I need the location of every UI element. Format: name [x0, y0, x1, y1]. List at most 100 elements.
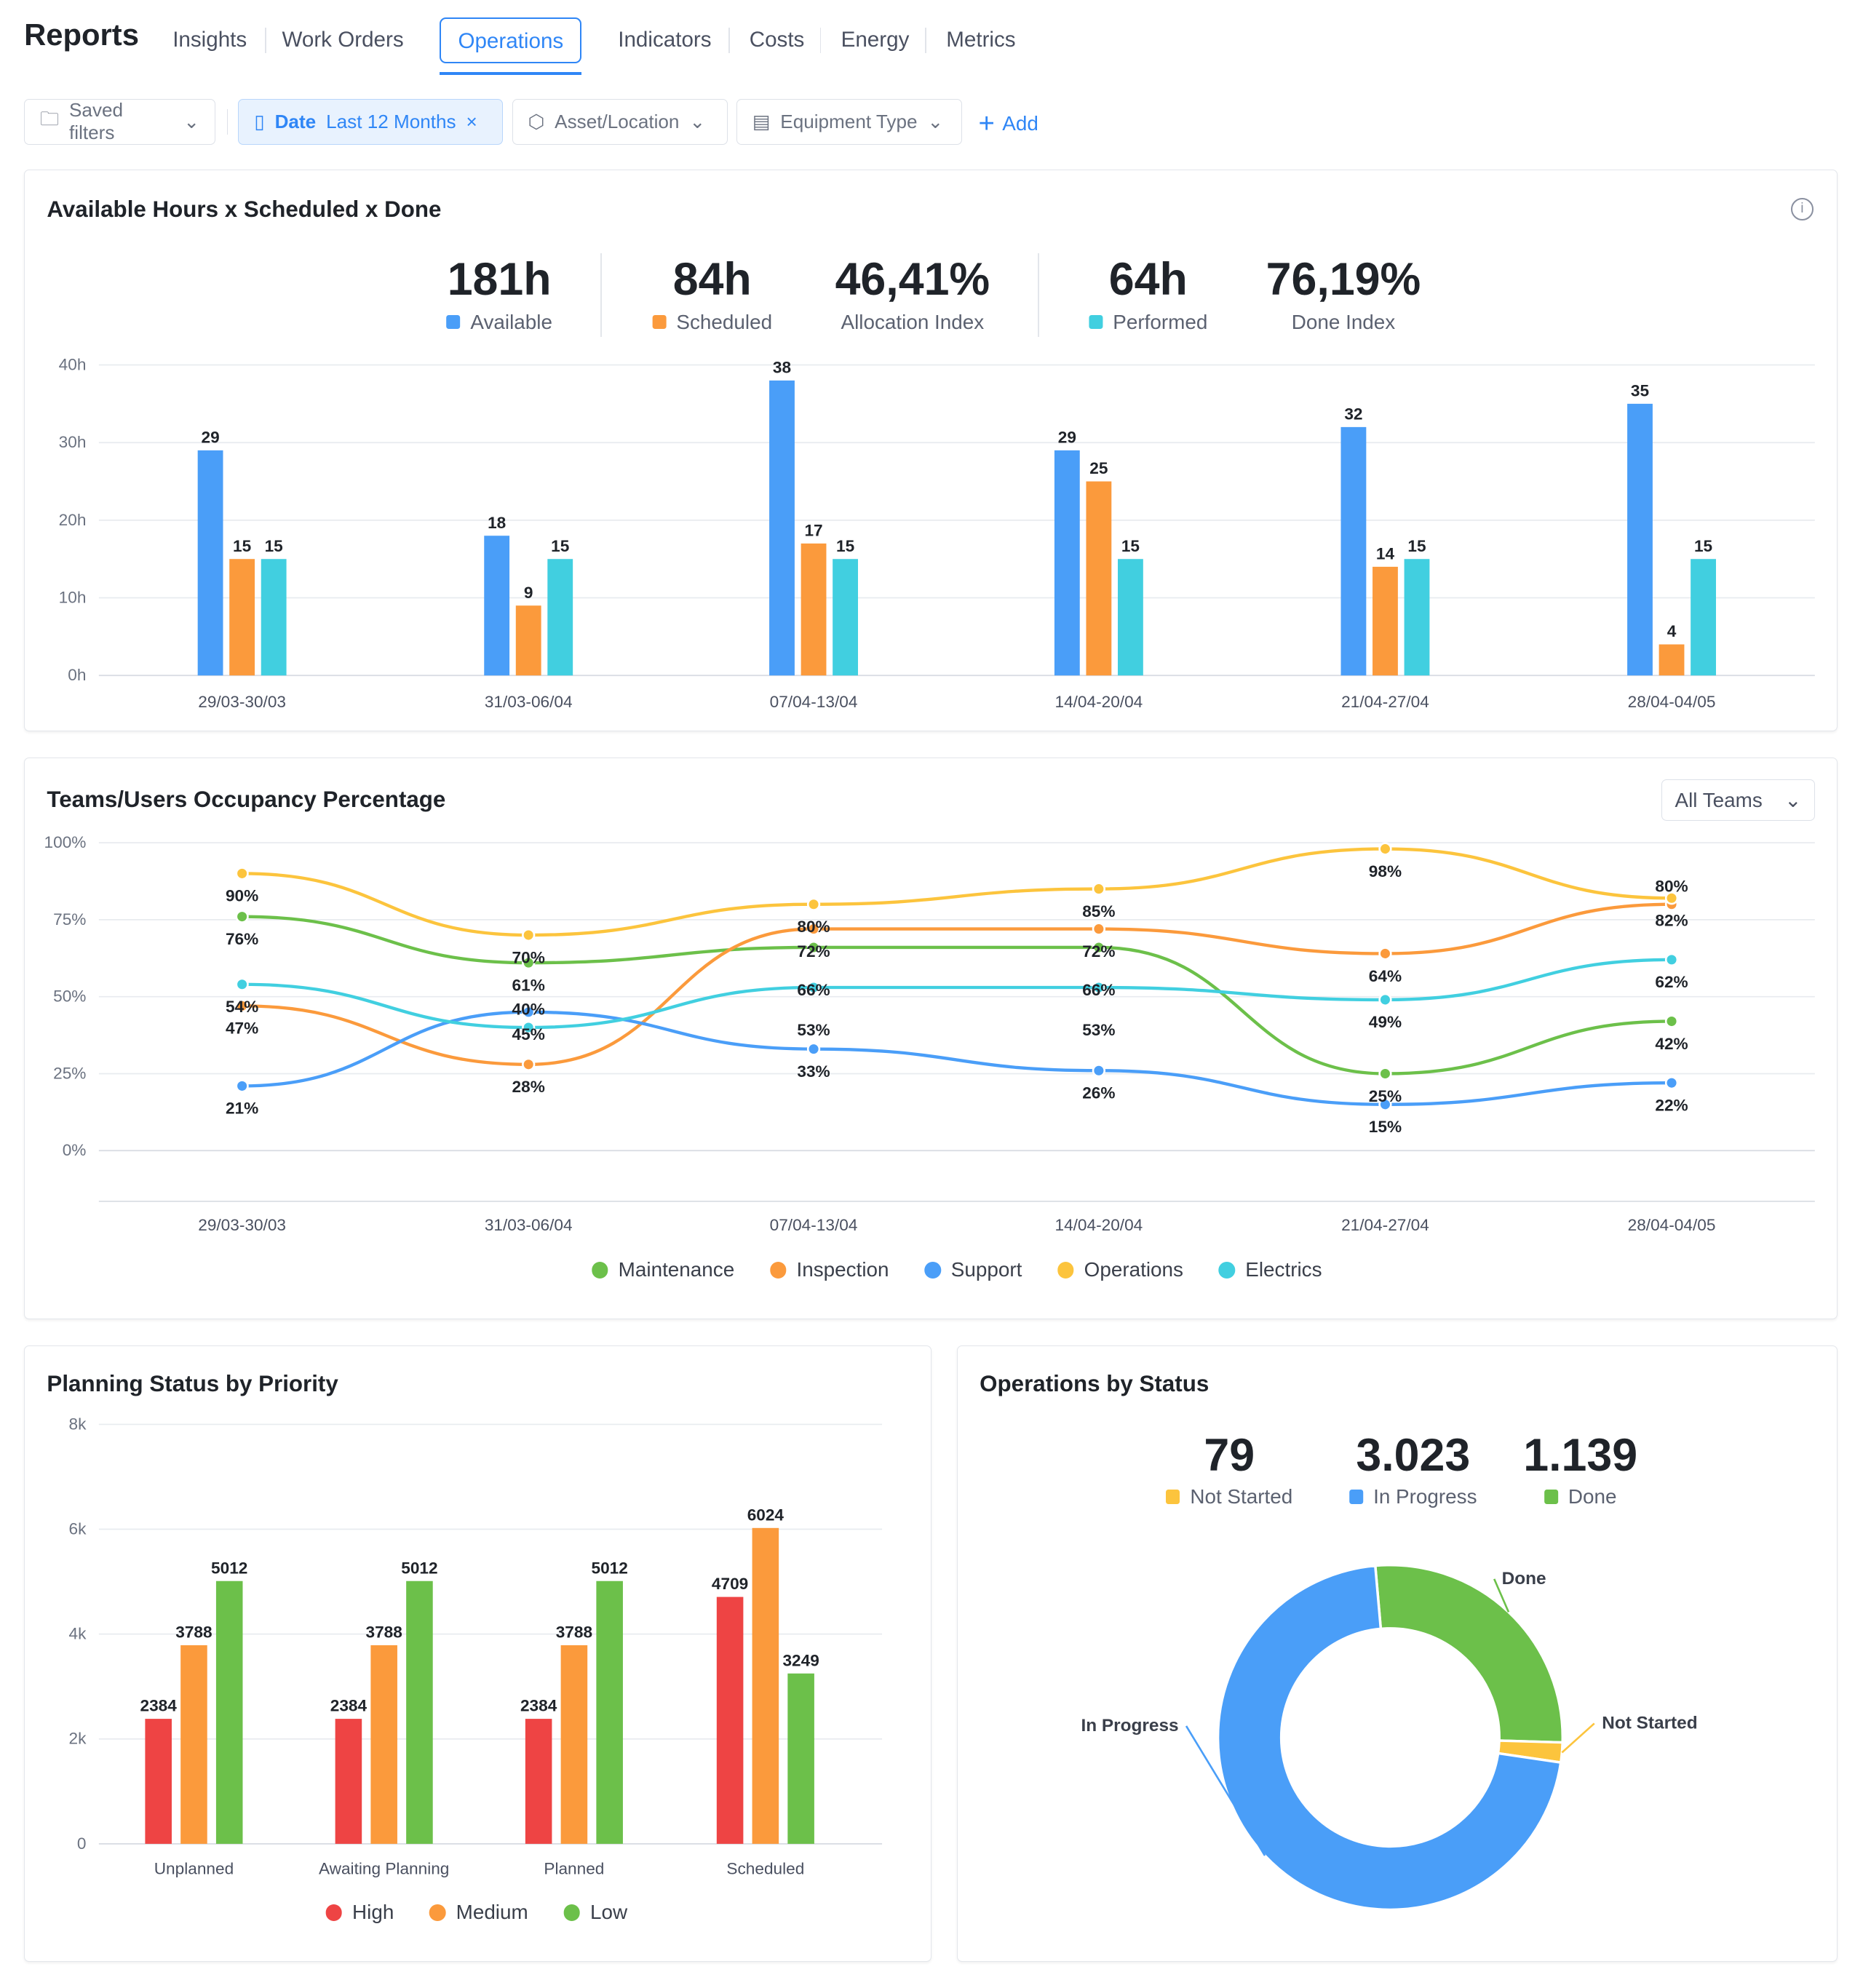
bar-scheduled[interactable] — [515, 605, 541, 676]
tab-costs[interactable]: Costs — [749, 28, 805, 52]
legend-item-support[interactable]: Support — [924, 1258, 1022, 1281]
point-electrics[interactable] — [235, 977, 249, 991]
bar-performed[interactable] — [547, 559, 573, 676]
point-inspection[interactable] — [1092, 922, 1106, 936]
asset-location-dropdown[interactable]: ⬡ Asset/Location ⌄ — [512, 98, 728, 145]
point-inspection[interactable] — [522, 1057, 536, 1071]
tab-insights[interactable]: Insights — [172, 28, 247, 52]
point-electrics[interactable] — [806, 980, 821, 995]
legend-item-electrics[interactable]: Electrics — [1218, 1258, 1322, 1281]
bar-scheduled[interactable] — [1659, 644, 1685, 676]
point-electrics[interactable] — [1092, 980, 1106, 995]
legend-dot-icon — [592, 1261, 608, 1279]
legend-label: Inspection — [796, 1258, 889, 1281]
bar-available[interactable] — [1340, 426, 1367, 676]
date-filter-chip[interactable]: ▯ Date Last 12 Months × — [238, 98, 504, 145]
legend-item-inspection[interactable]: Inspection — [769, 1258, 889, 1281]
bar-medium[interactable] — [560, 1645, 588, 1844]
x-tick-label: 21/04-27/04 — [1341, 1216, 1429, 1234]
bar-high[interactable] — [335, 1719, 362, 1844]
bar-low[interactable] — [406, 1581, 433, 1844]
team-select[interactable]: All Teams ⌄ — [1661, 779, 1815, 822]
kpi-label: Done — [1544, 1485, 1616, 1508]
bar-high[interactable] — [525, 1719, 552, 1844]
point-support[interactable] — [522, 1005, 536, 1019]
legend-item-medium[interactable]: Medium — [429, 1901, 528, 1924]
bar-low[interactable] — [596, 1581, 623, 1844]
bar-data-label: 17 — [804, 521, 822, 539]
point-operations[interactable] — [1664, 891, 1679, 905]
point-electrics[interactable] — [522, 1020, 536, 1035]
bar-performed[interactable] — [1691, 559, 1716, 676]
y-tick-label: 0 — [77, 1834, 87, 1853]
point-support[interactable] — [1092, 1064, 1106, 1078]
point-operations[interactable] — [806, 897, 821, 911]
point-electrics[interactable] — [1378, 993, 1392, 1007]
bar-low[interactable] — [215, 1581, 243, 1844]
point-maintenance[interactable] — [1664, 1014, 1679, 1028]
bar-data-label: 15 — [233, 537, 251, 555]
legend-dot-icon — [769, 1261, 787, 1279]
bar-scheduled[interactable] — [229, 559, 255, 676]
add-filter-button[interactable]: + Add — [978, 108, 1038, 140]
bar-scheduled[interactable] — [1086, 481, 1112, 676]
legend-item-maintenance[interactable]: Maintenance — [592, 1258, 734, 1281]
point-operations[interactable] — [522, 928, 536, 942]
bar-low[interactable] — [787, 1673, 814, 1844]
point-operations[interactable] — [235, 867, 249, 880]
bar-scheduled[interactable] — [1373, 566, 1398, 676]
legend-item-operations[interactable]: Operations — [1057, 1258, 1183, 1281]
bar-available[interactable] — [484, 536, 510, 676]
bar-available[interactable] — [1627, 403, 1653, 676]
bar-performed[interactable] — [1404, 559, 1430, 676]
point-operations[interactable] — [1092, 882, 1106, 896]
close-icon[interactable]: × — [466, 110, 477, 132]
bar-medium[interactable] — [370, 1645, 397, 1844]
legend-item-high[interactable]: High — [325, 1901, 394, 1924]
kpi-label: Scheduled — [652, 311, 772, 334]
legend-swatch — [1166, 1490, 1180, 1504]
point-inspection[interactable] — [806, 922, 821, 936]
bar-data-label: 5012 — [211, 1559, 247, 1577]
bar-performed[interactable] — [261, 559, 287, 676]
tab-operations[interactable]: Operations — [440, 17, 582, 64]
point-operations[interactable] — [1378, 842, 1392, 856]
point-electrics[interactable] — [1664, 953, 1679, 967]
tab-indicators[interactable]: Indicators — [618, 28, 712, 52]
point-support[interactable] — [1378, 1097, 1392, 1111]
bar-medium[interactable] — [752, 1527, 779, 1844]
point-maintenance[interactable] — [522, 955, 536, 970]
point-support[interactable] — [806, 1042, 821, 1056]
bar-scheduled[interactable] — [801, 543, 827, 676]
point-inspection[interactable] — [1378, 947, 1392, 961]
bar-available[interactable] — [1054, 450, 1080, 676]
point-maintenance[interactable] — [235, 910, 249, 923]
info-icon[interactable]: i — [1790, 197, 1814, 221]
y-tick-label: 0% — [63, 1141, 87, 1159]
point-support[interactable] — [1664, 1076, 1679, 1090]
point-maintenance[interactable] — [1092, 940, 1106, 955]
x-tick-label: 28/04-04/05 — [1628, 1216, 1716, 1234]
bar-high[interactable] — [145, 1719, 172, 1844]
bar-performed[interactable] — [1117, 559, 1143, 676]
slice-done[interactable] — [1373, 1564, 1564, 1744]
legend-item-low[interactable]: Low — [563, 1901, 627, 1924]
tab-energy[interactable]: Energy — [841, 28, 910, 52]
bar-available[interactable] — [197, 450, 223, 676]
bar-performed[interactable] — [833, 559, 858, 676]
bar-data-label: 25 — [1089, 459, 1108, 477]
tab-work-orders[interactable]: Work Orders — [282, 28, 404, 52]
saved-filters-dropdown[interactable]: 🗀 Saved filters ⌄ — [24, 98, 216, 145]
bar-medium[interactable] — [180, 1645, 207, 1844]
bar-available[interactable] — [769, 380, 795, 676]
slice-in-progress[interactable] — [1216, 1564, 1562, 1912]
point-support[interactable] — [235, 1079, 249, 1093]
point-maintenance[interactable] — [806, 940, 821, 955]
legend-swatch — [446, 315, 461, 330]
bar-high[interactable] — [716, 1597, 744, 1844]
equipment-type-dropdown[interactable]: ▤ Equipment Type ⌄ — [736, 98, 962, 145]
tab-metrics[interactable]: Metrics — [946, 28, 1016, 52]
point-maintenance[interactable] — [1378, 1067, 1392, 1081]
point-inspection[interactable] — [235, 999, 249, 1013]
bar-data-label: 6024 — [747, 1506, 784, 1524]
